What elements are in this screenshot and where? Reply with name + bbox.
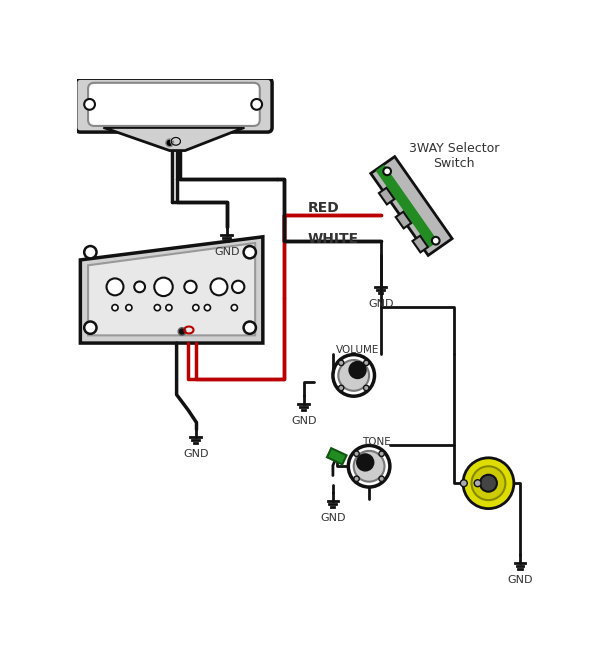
Circle shape	[84, 246, 97, 259]
Circle shape	[463, 458, 514, 509]
Circle shape	[472, 467, 505, 500]
Polygon shape	[103, 128, 244, 151]
Circle shape	[193, 305, 199, 311]
Circle shape	[178, 328, 186, 336]
Text: GND: GND	[507, 575, 533, 585]
Text: WHITE: WHITE	[308, 232, 359, 246]
Circle shape	[379, 451, 385, 457]
Circle shape	[354, 476, 359, 482]
Circle shape	[338, 360, 344, 366]
Text: GND: GND	[320, 513, 346, 523]
Circle shape	[166, 139, 173, 147]
Text: VOLUME: VOLUME	[336, 345, 379, 355]
FancyBboxPatch shape	[88, 83, 260, 126]
Polygon shape	[379, 188, 394, 205]
Circle shape	[480, 474, 497, 492]
Polygon shape	[327, 448, 347, 465]
Circle shape	[349, 445, 390, 487]
Circle shape	[474, 480, 481, 487]
Text: GND: GND	[214, 247, 239, 257]
Circle shape	[354, 451, 385, 482]
Polygon shape	[377, 166, 437, 247]
Text: GND: GND	[291, 417, 316, 426]
Circle shape	[231, 305, 238, 311]
Circle shape	[379, 476, 385, 482]
Circle shape	[154, 278, 173, 296]
Circle shape	[232, 281, 244, 293]
Circle shape	[364, 385, 369, 391]
Circle shape	[460, 480, 467, 487]
Polygon shape	[371, 157, 452, 255]
Circle shape	[205, 305, 211, 311]
Circle shape	[134, 282, 145, 292]
Circle shape	[244, 322, 256, 334]
Circle shape	[432, 237, 440, 245]
Polygon shape	[395, 212, 411, 228]
Polygon shape	[412, 236, 428, 253]
Polygon shape	[88, 243, 255, 336]
Circle shape	[154, 305, 160, 311]
Circle shape	[211, 278, 227, 295]
Circle shape	[126, 305, 132, 311]
Circle shape	[364, 360, 369, 366]
Polygon shape	[80, 237, 263, 343]
Circle shape	[184, 281, 197, 293]
Circle shape	[84, 322, 97, 334]
Text: 3WAY Selector
Switch: 3WAY Selector Switch	[409, 142, 499, 170]
Circle shape	[107, 278, 124, 295]
Circle shape	[333, 355, 374, 396]
Text: GND: GND	[183, 449, 209, 459]
Circle shape	[112, 305, 118, 311]
Text: TONE: TONE	[362, 437, 391, 447]
Circle shape	[166, 305, 172, 311]
Circle shape	[251, 99, 262, 110]
Circle shape	[84, 99, 95, 110]
Circle shape	[349, 361, 366, 378]
Circle shape	[338, 385, 344, 391]
Text: RED: RED	[308, 201, 339, 215]
Circle shape	[354, 451, 359, 457]
Circle shape	[244, 246, 256, 259]
Circle shape	[357, 454, 374, 471]
Circle shape	[338, 360, 369, 391]
Circle shape	[383, 168, 391, 175]
FancyBboxPatch shape	[76, 78, 272, 132]
Text: GND: GND	[368, 299, 394, 309]
